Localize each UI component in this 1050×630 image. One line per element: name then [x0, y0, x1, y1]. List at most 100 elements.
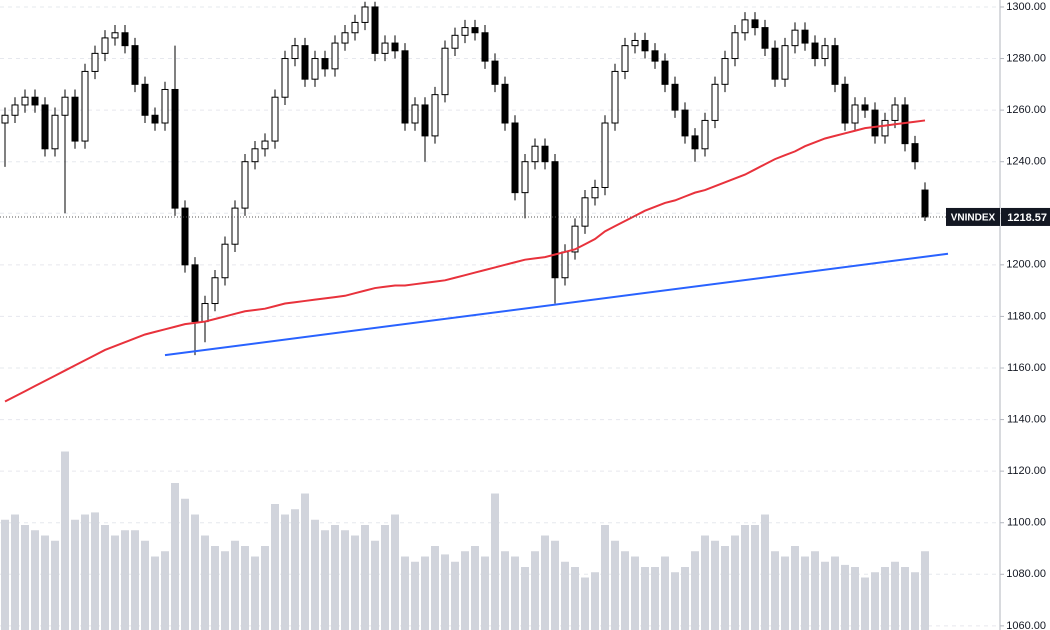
candle-body [511, 122, 519, 194]
candle-body [831, 45, 839, 85]
candle-body [361, 6, 369, 23]
candle-body [411, 104, 419, 124]
volume-bar [281, 514, 289, 630]
candle-body [791, 29, 799, 47]
y-tick-label: 1180.00 [1007, 310, 1046, 322]
volume-bar [781, 556, 789, 630]
volume-bar [41, 535, 49, 630]
candle-body [301, 45, 309, 80]
moving-average-line [4, 119, 926, 403]
candle-body [581, 197, 589, 227]
volume-bar [371, 540, 379, 630]
volume-bar [811, 551, 819, 630]
candle-body [351, 21, 359, 34]
volume-bar [731, 535, 739, 630]
candle-body [461, 27, 469, 36]
symbol-label: VNINDEX [951, 213, 996, 224]
volume-bar [181, 498, 189, 630]
volume-bar [151, 556, 159, 630]
candle-body [671, 83, 679, 111]
y-tick-label: 1080.00 [1006, 568, 1046, 580]
candle-body [421, 104, 429, 137]
candle-body [771, 47, 779, 80]
volume-bar [1, 519, 9, 630]
y-tick-label: 1200.00 [1006, 259, 1046, 271]
y-tick-label: 1100.00 [1007, 517, 1046, 529]
candle-body [11, 104, 19, 116]
candle-body [51, 114, 59, 150]
candle-body [221, 243, 229, 279]
volume-bar [921, 551, 929, 630]
volume-bar [901, 567, 909, 630]
candle-body [141, 83, 149, 116]
volume-bar [531, 551, 539, 630]
y-tick-label: 1300.00 [1006, 1, 1046, 13]
candle-body [371, 6, 379, 54]
volume-bar [791, 546, 799, 630]
volume-bar [211, 546, 219, 630]
volume-bar [671, 572, 679, 630]
candle-body [471, 27, 479, 34]
volume-bar [591, 572, 599, 630]
candle-body [751, 19, 759, 29]
volume-bar [501, 551, 509, 630]
volume-bar [551, 540, 559, 630]
volume-bar [441, 554, 449, 630]
volume-bar [861, 577, 869, 630]
trend-line [164, 252, 949, 357]
volume-bar [581, 577, 589, 630]
candle-body [731, 32, 739, 60]
candle-body [211, 277, 219, 305]
candle-body [271, 96, 279, 142]
volume-bar [561, 561, 569, 630]
volume-bar [711, 540, 719, 630]
candle-body [281, 58, 289, 98]
candle-body [441, 47, 449, 96]
candle-body [661, 60, 669, 85]
candle-body [761, 27, 769, 49]
volume-bar [101, 525, 109, 630]
volume-bar [491, 493, 499, 630]
y-tick-label: 1280.00 [1006, 52, 1046, 64]
candle-body [201, 303, 209, 323]
volume-bar [761, 514, 769, 630]
candle-body [901, 104, 909, 145]
volume-bar [221, 551, 229, 630]
volume-bar [201, 535, 209, 630]
candle-body [31, 96, 39, 106]
volume-bar [651, 567, 659, 630]
candle-body [1, 114, 9, 124]
volume-bar [401, 556, 409, 630]
volume-bar [381, 525, 389, 630]
candle-body [61, 96, 69, 116]
volume-bar [241, 546, 249, 630]
volume-bar [571, 567, 579, 630]
volume-bar [851, 567, 859, 630]
volume-bar [831, 556, 839, 630]
volume-bar [331, 525, 339, 630]
candle-body [491, 60, 499, 85]
candle-body [111, 32, 119, 39]
candle-body [431, 94, 439, 137]
volume-bar [71, 519, 79, 630]
candle-body [881, 119, 889, 137]
volume-bar [641, 567, 649, 630]
candle-body [861, 104, 869, 111]
candle-body [451, 34, 459, 49]
candle-body [331, 42, 339, 70]
volume-bar [391, 514, 399, 630]
volume-bar [301, 493, 309, 630]
volume-bar [61, 451, 69, 630]
volume-bar [911, 572, 919, 630]
candle-body [551, 161, 559, 279]
candle-body [311, 58, 319, 80]
candle-body [241, 161, 249, 209]
candle-body [711, 83, 719, 121]
candle-body [501, 83, 509, 124]
candle-body [561, 251, 569, 279]
volume-bar [21, 525, 29, 630]
candle-body [631, 39, 639, 47]
candle-body [911, 143, 919, 163]
volume-bar [871, 572, 879, 630]
